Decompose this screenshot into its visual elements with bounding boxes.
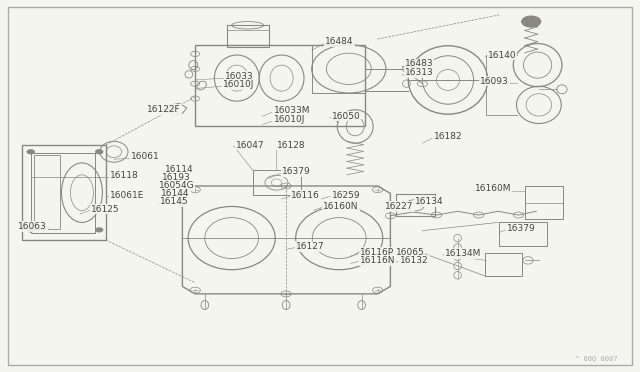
Text: 16033M: 16033M — [274, 106, 310, 115]
Text: 16134M: 16134M — [445, 249, 481, 258]
Text: 16054G: 16054G — [159, 181, 195, 190]
Text: 16259: 16259 — [332, 191, 360, 200]
Text: 16483: 16483 — [404, 60, 433, 68]
Bar — [396, 194, 435, 216]
Bar — [499, 222, 547, 246]
Text: 16160M: 16160M — [475, 185, 511, 193]
Ellipse shape — [27, 228, 35, 232]
Text: 16127: 16127 — [296, 242, 324, 251]
Text: 16193: 16193 — [162, 173, 191, 182]
Text: 16063: 16063 — [18, 222, 47, 231]
Bar — [227, 25, 269, 47]
Text: 16116N: 16116N — [360, 256, 395, 265]
Ellipse shape — [95, 150, 103, 154]
Text: 16134: 16134 — [415, 197, 444, 206]
Text: 16144: 16144 — [161, 189, 190, 198]
Text: 16379: 16379 — [282, 167, 310, 176]
Text: 16145: 16145 — [160, 197, 189, 206]
Text: 16116P: 16116P — [360, 248, 394, 257]
Ellipse shape — [27, 150, 35, 154]
Text: 16118: 16118 — [110, 171, 139, 180]
Text: 16116: 16116 — [291, 191, 320, 200]
Bar — [312, 45, 365, 93]
Text: 16379: 16379 — [507, 224, 536, 233]
Bar — [253, 170, 301, 195]
Bar — [31, 153, 95, 232]
Text: 16227: 16227 — [385, 202, 414, 211]
Text: 16010J: 16010J — [274, 115, 305, 124]
Text: 16047: 16047 — [236, 141, 264, 150]
Bar — [195, 45, 365, 126]
Text: 16065: 16065 — [396, 248, 424, 257]
Text: 16182: 16182 — [434, 132, 463, 141]
Text: 16050: 16050 — [332, 112, 360, 121]
Text: 16132: 16132 — [400, 256, 429, 265]
Text: 16061: 16061 — [131, 153, 160, 161]
Ellipse shape — [95, 228, 103, 232]
Text: 16114: 16114 — [165, 165, 194, 174]
Text: 16033: 16033 — [225, 72, 254, 81]
Text: 16313: 16313 — [404, 68, 433, 77]
Text: 16061E: 16061E — [110, 191, 145, 200]
Text: 16122F: 16122F — [147, 105, 181, 114]
Ellipse shape — [522, 16, 541, 27]
Text: 16125: 16125 — [91, 205, 120, 214]
Bar — [22, 145, 106, 240]
Text: 16010J: 16010J — [223, 80, 254, 89]
Text: 16140: 16140 — [488, 51, 516, 60]
Text: 16128: 16128 — [276, 141, 305, 150]
Bar — [34, 155, 60, 229]
Text: 16093: 16093 — [480, 77, 509, 86]
Text: 16160N: 16160N — [323, 202, 358, 211]
Text: ^ 60Q 0007: ^ 60Q 0007 — [575, 355, 618, 361]
Text: 16484: 16484 — [325, 37, 354, 46]
Bar — [485, 253, 522, 276]
Bar — [525, 186, 563, 219]
